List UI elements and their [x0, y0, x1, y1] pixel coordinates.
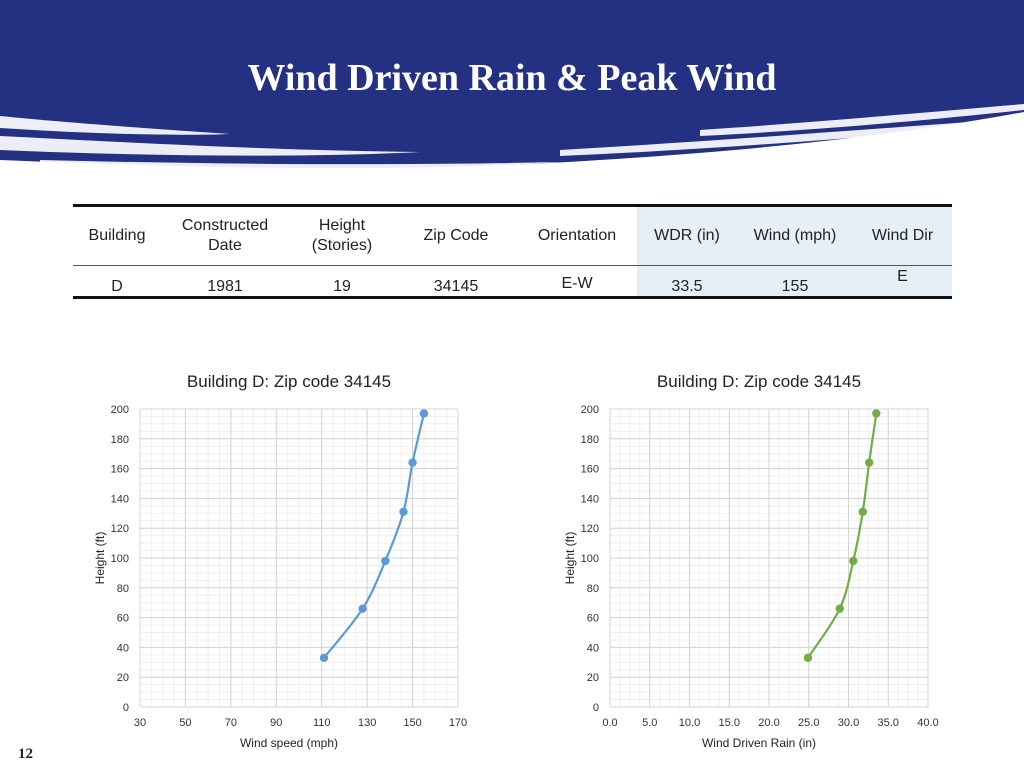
- building-data-table: Building Constructed Date Height (Stories)…: [73, 204, 952, 299]
- y-tick-label: 120: [581, 523, 599, 535]
- series-line: [323, 413, 426, 659]
- data-point: [872, 409, 881, 418]
- wind-driven-rain-chart: Building D: Zip code 34145 0.0 5.0 10.0 15.0…: [563, 372, 939, 750]
- x-tick-label: 20.0: [758, 717, 779, 729]
- x-tick-label: 40.0: [917, 717, 938, 729]
- data-point: [419, 409, 429, 418]
- banner-brush-streaks: [0, 104, 1024, 183]
- y-tick-label: 160: [581, 464, 599, 476]
- x-tick-label: 15.0: [719, 717, 740, 729]
- y-tick-label: 20: [587, 672, 599, 684]
- data-point: [358, 604, 367, 613]
- y-tick-label: 200: [111, 404, 129, 416]
- header-orientation: Orientation: [517, 204, 637, 266]
- cell-orientation: E-W: [517, 265, 637, 299]
- x-tick-label: 150: [403, 717, 421, 729]
- banner-streak: [0, 116, 230, 135]
- x-tick-label: 35.0: [878, 717, 899, 729]
- header-zip-code: Zip Code: [395, 204, 517, 266]
- x-tick-label: 110: [313, 717, 331, 729]
- data-point: [803, 653, 813, 663]
- y-axis-title: Height (ft): [93, 532, 107, 585]
- banner-streak: [0, 136, 420, 156]
- y-tick-label: 20: [117, 672, 129, 684]
- y-tick-label: 100: [111, 553, 129, 565]
- y-axis-title: Height (ft): [563, 532, 577, 585]
- banner-streak: [700, 104, 1024, 136]
- major-gridlines: [139, 408, 459, 708]
- y-tick-label: 40: [587, 642, 599, 654]
- y-tick-label: 60: [587, 613, 599, 625]
- data-point: [408, 458, 417, 467]
- data-point: [835, 604, 844, 613]
- wind-speed-chart: Building D: Zip code 34145 30 50 70 90 110 130…: [93, 372, 467, 750]
- cell-wind-mph: 155: [737, 265, 853, 299]
- x-axis-title: Wind speed (mph): [240, 736, 338, 750]
- cell-wind-dir: E: [853, 265, 952, 299]
- y-tick-label: 40: [117, 642, 129, 654]
- x-tick-label: 70: [225, 717, 237, 729]
- header-wdr: WDR (in): [637, 204, 737, 266]
- cell-height-stories: 19: [289, 265, 395, 299]
- x-axis-title: Wind Driven Rain (in): [702, 736, 816, 750]
- y-tick-label: 140: [111, 493, 129, 505]
- cell-constructed-date: 1981: [161, 265, 289, 299]
- data-point: [319, 653, 329, 663]
- series-line: [807, 413, 878, 659]
- y-tick-label: 200: [581, 404, 599, 416]
- x-tick-label: 170: [449, 717, 467, 729]
- header-height-stories: Height (Stories): [289, 204, 395, 266]
- x-tick-label: 50: [179, 717, 191, 729]
- x-tick-label: 5.0: [642, 717, 657, 729]
- page-number: 12: [18, 746, 33, 762]
- y-tick-label: 0: [593, 702, 599, 714]
- banner-streak: [300, 156, 820, 183]
- x-tick-label: 30: [134, 717, 146, 729]
- data-point: [399, 507, 408, 517]
- x-tick-label: 90: [270, 717, 282, 729]
- header-banner: [0, 0, 1024, 183]
- y-tick-label: 180: [581, 434, 599, 446]
- cell-zip-code: 34145: [395, 265, 517, 299]
- y-tick-label: 100: [581, 553, 599, 565]
- data-point: [858, 507, 868, 517]
- y-tick-label: 80: [587, 583, 599, 595]
- x-tick-label: 25.0: [798, 717, 819, 729]
- y-tick-label: 180: [111, 434, 129, 446]
- x-tick-label: 130: [358, 717, 376, 729]
- chart-title: Building D: Zip code 34145: [187, 372, 391, 391]
- cell-building: D: [73, 265, 161, 299]
- table-header-row: Building Constructed Date Height (Stories)…: [73, 204, 952, 266]
- header-wind-mph: Wind (mph): [737, 204, 853, 266]
- y-tick-label: 140: [581, 493, 599, 505]
- data-point: [381, 556, 390, 566]
- slide-title: Wind Driven Rain & Peak Wind: [247, 57, 777, 99]
- header-building: Building: [73, 204, 161, 266]
- cell-wdr: 33.5: [637, 265, 737, 299]
- header-wind-dir: Wind Dir: [853, 204, 952, 266]
- y-tick-label: 120: [111, 523, 129, 535]
- chart-title: Building D: Zip code 34145: [657, 372, 861, 391]
- y-tick-label: 0: [123, 702, 129, 714]
- y-tick-label: 160: [111, 464, 129, 476]
- data-point: [864, 458, 874, 467]
- banner-streak: [40, 160, 560, 171]
- table-row: D 1981 19 34145 E-W 33.5 155 E: [73, 265, 952, 299]
- banner-streak: [560, 118, 1024, 156]
- y-tick-label: 60: [117, 613, 129, 625]
- x-tick-label: 0.0: [602, 717, 617, 729]
- x-tick-label: 30.0: [838, 717, 859, 729]
- y-tick-label: 80: [117, 583, 129, 595]
- header-constructed-date: Constructed Date: [161, 204, 289, 266]
- data-point: [849, 556, 858, 566]
- major-gridlines: [609, 408, 929, 708]
- x-tick-label: 10.0: [679, 717, 700, 729]
